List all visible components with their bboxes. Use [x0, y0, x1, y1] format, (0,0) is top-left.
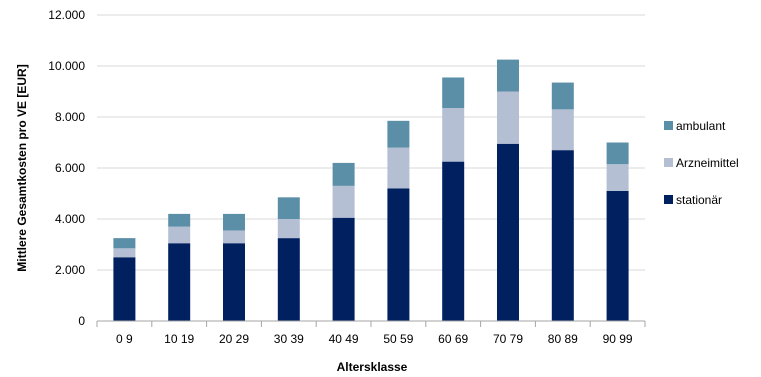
bar-segment-arzneimittel [332, 185, 355, 218]
bar-segment-arzneimittel [551, 109, 574, 151]
x-tick-label: 50 59 [383, 332, 413, 346]
bar-segment-stationr [606, 190, 629, 321]
legend-label: ambulant [676, 119, 726, 133]
x-tick-label: 80 89 [548, 332, 578, 346]
bar-segment-ambulant [497, 59, 519, 92]
bar-segment-arzneimittel [277, 219, 300, 239]
bar-segment-stationr [332, 217, 355, 321]
bar-segment-stationr [551, 150, 574, 321]
axes: 0 2.000 4.000 6.000 8.000 10.000 12.000 0 9 10 1… [48, 8, 646, 346]
y-tick-label: 2.000 [55, 263, 85, 277]
bar-segment-stationr [497, 143, 519, 321]
legend: ambulant Arzneimittel stationär [664, 119, 739, 207]
legend-swatch [664, 158, 673, 167]
x-tick-label: 70 79 [493, 332, 523, 346]
bar-segment-ambulant [551, 82, 574, 110]
bar-segment-stationr [277, 238, 300, 321]
bar-segment-arzneimittel [113, 248, 136, 258]
y-tick-label: 10.000 [48, 59, 85, 73]
x-tick-label: 90 99 [603, 332, 633, 346]
bar-segment-arzneimittel [387, 147, 410, 189]
bar-segment-stationr [168, 243, 191, 321]
bar-segment-stationr [223, 243, 245, 321]
x-tick-label: 30 39 [274, 332, 304, 346]
y-tick-label: 6.000 [55, 161, 85, 175]
legend-swatch [664, 195, 673, 204]
y-tick-label: 8.000 [55, 110, 85, 124]
y-axis-title: Mittlere Gesamtkosten pro VE [EUR] [15, 64, 29, 271]
bar-segment-ambulant [442, 77, 465, 109]
bar-segment-arzneimittel [168, 226, 191, 244]
bar-segment-stationr [113, 257, 136, 321]
bars [113, 59, 629, 321]
bar-segment-stationr [442, 161, 465, 321]
bar-segment-ambulant [168, 213, 191, 227]
legend-label: stationär [676, 193, 722, 207]
bar-segment-arzneimittel [223, 230, 245, 244]
x-tick-label: 20 29 [219, 332, 249, 346]
x-tick-label: 10 19 [164, 332, 194, 346]
x-axis-title: Altersklasse [337, 360, 408, 374]
bar-segment-stationr [387, 188, 410, 321]
bar-segment-arzneimittel [497, 91, 519, 144]
y-tick-label: 0 [78, 314, 85, 328]
x-tick-label: 60 69 [438, 332, 468, 346]
bar-segment-ambulant [606, 142, 629, 165]
x-tick-label: 0 9 [116, 332, 133, 346]
x-tick-label: 40 49 [329, 332, 359, 346]
bar-segment-arzneimittel [606, 164, 629, 191]
bar-segment-ambulant [332, 162, 355, 186]
y-tick-label: 4.000 [55, 212, 85, 226]
y-tick-label: 12.000 [48, 8, 85, 22]
legend-swatch [664, 121, 673, 130]
bar-segment-ambulant [277, 197, 300, 219]
bar-segment-ambulant [223, 213, 245, 231]
bar-segment-ambulant [387, 120, 410, 148]
bar-segment-arzneimittel [442, 108, 465, 162]
legend-label: Arzneimittel [676, 156, 739, 170]
bar-segment-ambulant [113, 238, 136, 249]
